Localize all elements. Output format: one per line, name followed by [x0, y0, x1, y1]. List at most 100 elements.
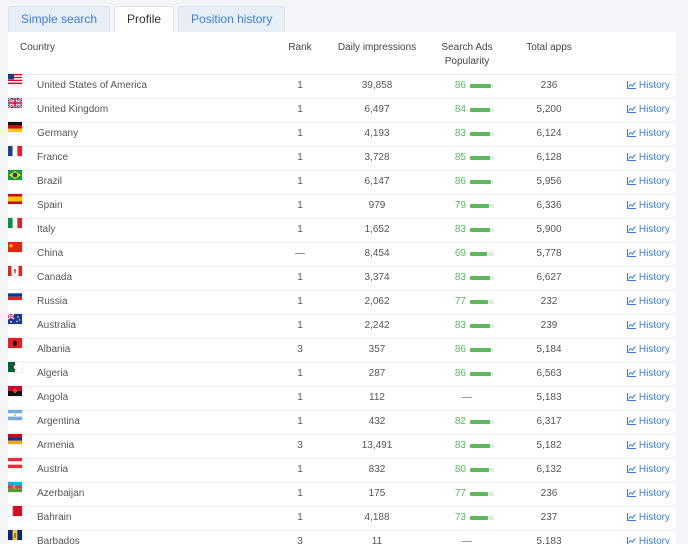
- history-link[interactable]: History: [612, 290, 670, 313]
- total-apps-cell: 237: [540, 512, 558, 523]
- popularity-bar: [470, 276, 494, 280]
- column-header-rank[interactable]: Rank: [288, 42, 312, 53]
- popularity-bar-fill: [470, 492, 489, 496]
- history-link[interactable]: History: [612, 530, 670, 544]
- history-link[interactable]: History: [612, 98, 670, 121]
- history-link[interactable]: History: [612, 434, 670, 457]
- column-header-country[interactable]: Country: [20, 42, 56, 53]
- total-apps-cell: 236: [540, 488, 558, 499]
- history-link[interactable]: History: [612, 242, 670, 265]
- tab-bar: Simple search Profile Position history: [8, 6, 289, 32]
- popularity-value: 73: [454, 512, 466, 523]
- total-apps-cell: 6,317: [536, 416, 562, 427]
- popularity-bar-fill: [470, 132, 490, 136]
- history-link[interactable]: History: [612, 458, 670, 481]
- table-row: Barbados 3 11 — 5,183 History: [8, 530, 676, 544]
- daily-impressions-cell: 13,491: [361, 440, 393, 451]
- total-apps-cell: 5,778: [536, 248, 562, 259]
- line-chart-icon: [626, 249, 636, 257]
- line-chart-icon: [626, 393, 636, 401]
- history-label: History: [638, 416, 670, 427]
- history-link[interactable]: History: [612, 506, 670, 529]
- history-link[interactable]: History: [612, 314, 670, 337]
- rank-cell: 3: [297, 440, 303, 451]
- history-label: History: [638, 488, 670, 499]
- history-link[interactable]: History: [612, 338, 670, 361]
- line-chart-icon: [626, 489, 636, 497]
- popularity-bar-fill: [470, 204, 489, 208]
- daily-impressions-cell: 1,652: [364, 224, 390, 235]
- daily-impressions-cell: 8,454: [364, 248, 390, 259]
- history-link[interactable]: History: [612, 266, 670, 289]
- popularity-bar-fill: [470, 228, 490, 232]
- table-row: Angola 1 112 — 5,183 History: [8, 386, 676, 411]
- line-chart-icon: [626, 177, 636, 185]
- tab-position-history[interactable]: Position history: [178, 6, 286, 32]
- history-link[interactable]: History: [612, 482, 670, 505]
- popularity-bar: [470, 252, 494, 256]
- column-header-total-apps[interactable]: Total apps: [526, 42, 572, 53]
- popularity-value: 84: [454, 104, 466, 115]
- history-link[interactable]: History: [612, 122, 670, 145]
- it-flag-icon: [8, 218, 23, 228]
- history-label: History: [638, 248, 670, 259]
- history-label: History: [638, 464, 670, 475]
- de-flag-icon: [8, 122, 22, 133]
- history-link[interactable]: History: [612, 146, 670, 169]
- popularity-bar: [470, 468, 494, 472]
- country-name: Albania: [37, 344, 71, 355]
- table-row: Russia 1 2,062 77 232 History: [8, 290, 676, 315]
- country-name: Italy: [37, 224, 56, 235]
- rank-cell: 1: [297, 512, 303, 523]
- line-chart-icon: [626, 321, 636, 329]
- line-chart-icon: [626, 105, 636, 113]
- popularity-bar: [470, 132, 494, 136]
- tab-profile[interactable]: Profile: [114, 6, 175, 32]
- total-apps-cell: 6,563: [536, 368, 562, 379]
- table-header: Country Rank Daily impressions Search Ad…: [8, 32, 676, 75]
- country-name: Brazil: [37, 176, 63, 187]
- table-row: Albania 3 357 86 5,184 History: [8, 338, 676, 363]
- rank-cell: 1: [297, 296, 303, 307]
- rank-cell: 1: [297, 416, 303, 427]
- rank-cell: 1: [297, 272, 303, 283]
- column-header-daily-impressions[interactable]: Daily impressions: [337, 42, 417, 53]
- history-label: History: [638, 392, 670, 403]
- line-chart-icon: [626, 441, 636, 449]
- table-row: United Kingdom 1 6,497 84 5,200 History: [8, 97, 676, 123]
- history-link[interactable]: History: [612, 362, 670, 385]
- history-link[interactable]: History: [612, 74, 670, 97]
- history-link[interactable]: History: [612, 410, 670, 433]
- country-name: Azerbaijan: [37, 488, 85, 499]
- popularity-value: 82: [454, 416, 466, 427]
- country-name: United Kingdom: [37, 104, 109, 115]
- total-apps-cell: 232: [540, 296, 558, 307]
- history-link[interactable]: History: [612, 170, 670, 193]
- daily-impressions-cell: 175: [368, 488, 386, 499]
- popularity-bar-fill: [470, 84, 491, 88]
- popularity-bar: [470, 348, 494, 352]
- popularity-value: 83: [454, 320, 466, 331]
- total-apps-cell: 239: [540, 320, 558, 331]
- history-link[interactable]: History: [612, 386, 670, 409]
- daily-impressions-cell: 3,374: [364, 272, 390, 283]
- popularity-bar-fill: [470, 516, 488, 520]
- rank-cell: 3: [297, 536, 303, 544]
- rank-cell: 1: [297, 320, 303, 331]
- gb-flag-icon: [8, 97, 23, 109]
- table-row: Spain 1 979 79 6,336 History: [8, 194, 676, 219]
- ru-flag-icon: [8, 290, 22, 301]
- line-chart-icon: [626, 297, 636, 305]
- tab-simple-search[interactable]: Simple search: [8, 6, 111, 32]
- popularity-bar-fill: [470, 252, 487, 256]
- bb-flag-icon: [8, 530, 23, 540]
- popularity-bar-fill: [470, 300, 489, 304]
- history-link[interactable]: History: [612, 218, 670, 241]
- history-link[interactable]: History: [612, 194, 670, 217]
- history-label: History: [638, 80, 670, 91]
- line-chart-icon: [626, 345, 636, 353]
- total-apps-cell: 5,900: [536, 224, 562, 235]
- column-header-search-ads-popularity[interactable]: Search Ads Popularity: [441, 42, 493, 67]
- history-label: History: [638, 104, 670, 115]
- popularity-value: 83: [454, 224, 466, 235]
